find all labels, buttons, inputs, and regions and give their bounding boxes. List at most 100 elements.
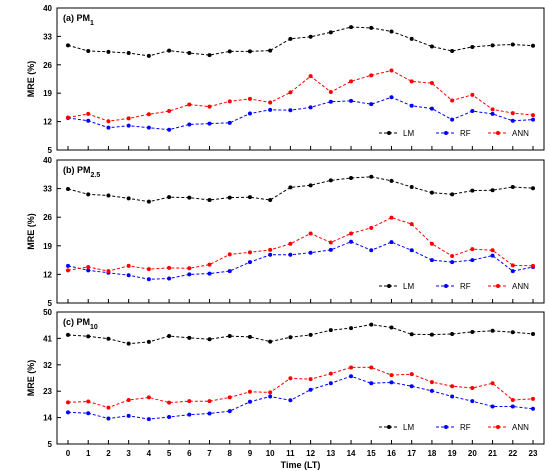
data-point-rf bbox=[510, 118, 515, 123]
data-point-ann bbox=[450, 98, 455, 103]
data-point-ann bbox=[510, 111, 515, 116]
data-point-ann bbox=[86, 399, 91, 404]
x-tick-label: 19 bbox=[448, 449, 457, 458]
data-point-ann bbox=[106, 119, 111, 124]
data-point-lm bbox=[187, 335, 192, 340]
data-point-rf bbox=[349, 374, 354, 379]
data-point-rf bbox=[429, 106, 434, 111]
data-point-ann bbox=[490, 107, 495, 112]
y-axis-label: MRE (%) bbox=[26, 360, 36, 397]
data-point-lm bbox=[389, 29, 394, 34]
series-line-lm bbox=[67, 324, 534, 345]
data-point-lm bbox=[349, 175, 354, 180]
plot-frame bbox=[56, 159, 545, 304]
data-point-ann bbox=[126, 263, 131, 268]
data-point-lm bbox=[288, 36, 293, 41]
data-point-ann bbox=[126, 116, 131, 121]
legend-label-ann: ANN bbox=[512, 129, 529, 138]
data-point-rf bbox=[369, 248, 374, 253]
legend-marker-lm bbox=[387, 425, 391, 429]
data-point-rf bbox=[450, 260, 455, 265]
data-point-lm bbox=[227, 49, 232, 54]
data-point-rf bbox=[288, 252, 293, 257]
data-point-lm bbox=[268, 339, 273, 344]
data-point-rf bbox=[308, 387, 313, 392]
data-point-lm bbox=[187, 195, 192, 200]
data-point-ann bbox=[409, 79, 414, 84]
data-point-rf bbox=[389, 95, 394, 100]
data-point-lm bbox=[268, 48, 273, 53]
data-point-lm bbox=[227, 195, 232, 200]
data-point-rf bbox=[409, 384, 414, 389]
data-point-rf bbox=[227, 269, 232, 274]
data-point-lm bbox=[86, 192, 91, 197]
data-point-lm bbox=[308, 183, 313, 188]
x-tick-label: 14 bbox=[347, 449, 356, 458]
data-point-rf bbox=[146, 125, 151, 130]
data-point-rf bbox=[167, 415, 172, 420]
data-point-lm bbox=[510, 42, 515, 47]
data-point-rf bbox=[207, 411, 212, 416]
data-point-ann bbox=[187, 266, 192, 271]
data-point-ann bbox=[66, 400, 70, 405]
x-tick-label: 23 bbox=[529, 449, 538, 458]
data-point-ann bbox=[429, 81, 434, 86]
data-point-rf bbox=[409, 103, 414, 108]
series-line-rf bbox=[67, 96, 534, 131]
data-point-rf bbox=[106, 125, 111, 130]
data-point-ann bbox=[268, 390, 273, 395]
data-point-lm bbox=[106, 336, 111, 341]
data-point-lm bbox=[86, 49, 91, 54]
data-point-rf bbox=[328, 381, 333, 386]
series-line-ann bbox=[67, 69, 534, 122]
data-point-ann bbox=[227, 99, 232, 104]
data-point-ann bbox=[429, 241, 434, 246]
data-point-lm bbox=[369, 25, 374, 30]
x-tick-label: 16 bbox=[387, 449, 396, 458]
y-tick-label: 19 bbox=[43, 242, 52, 251]
x-tick-label: 3 bbox=[126, 449, 131, 458]
data-point-ann bbox=[207, 262, 212, 267]
data-point-lm bbox=[146, 53, 151, 58]
data-point-rf bbox=[268, 394, 273, 399]
data-point-lm bbox=[126, 51, 131, 56]
data-point-ann bbox=[167, 265, 172, 270]
legend-label-rf: RF bbox=[460, 129, 471, 138]
data-point-ann bbox=[328, 371, 333, 376]
data-point-rf bbox=[409, 248, 414, 253]
data-point-lm bbox=[429, 190, 434, 195]
data-point-ann bbox=[66, 115, 70, 120]
legend-marker-ann bbox=[496, 131, 500, 135]
data-point-rf bbox=[349, 98, 354, 103]
data-point-lm bbox=[490, 188, 495, 193]
data-point-rf bbox=[369, 381, 374, 386]
data-point-lm bbox=[450, 49, 455, 54]
data-point-lm bbox=[288, 185, 293, 190]
panel-title: (c) PM10 bbox=[63, 317, 98, 331]
data-point-rf bbox=[531, 117, 535, 122]
data-point-rf bbox=[86, 118, 91, 123]
data-point-ann bbox=[470, 92, 475, 97]
data-point-lm bbox=[369, 322, 374, 327]
data-point-ann bbox=[86, 265, 91, 270]
legend-label-ann: ANN bbox=[512, 282, 529, 291]
data-point-rf bbox=[86, 411, 91, 416]
y-tick-label: 40 bbox=[43, 156, 52, 165]
legend-label-lm: LM bbox=[403, 423, 414, 432]
y-tick-label: 19 bbox=[43, 89, 52, 98]
x-axis-label: Time (LT) bbox=[281, 460, 321, 470]
data-point-ann bbox=[308, 231, 313, 236]
data-point-rf bbox=[369, 102, 374, 107]
x-tick-label: 13 bbox=[326, 449, 335, 458]
data-point-rf bbox=[106, 416, 111, 421]
data-point-ann bbox=[450, 384, 455, 389]
data-point-lm bbox=[167, 195, 172, 200]
data-point-ann bbox=[328, 89, 333, 94]
panel-title: (b) PM2.5 bbox=[63, 165, 100, 179]
data-point-rf bbox=[450, 394, 455, 399]
data-point-lm bbox=[66, 43, 70, 48]
x-tick-label: 11 bbox=[286, 449, 295, 458]
data-point-rf bbox=[470, 399, 475, 404]
data-point-lm bbox=[470, 329, 475, 334]
